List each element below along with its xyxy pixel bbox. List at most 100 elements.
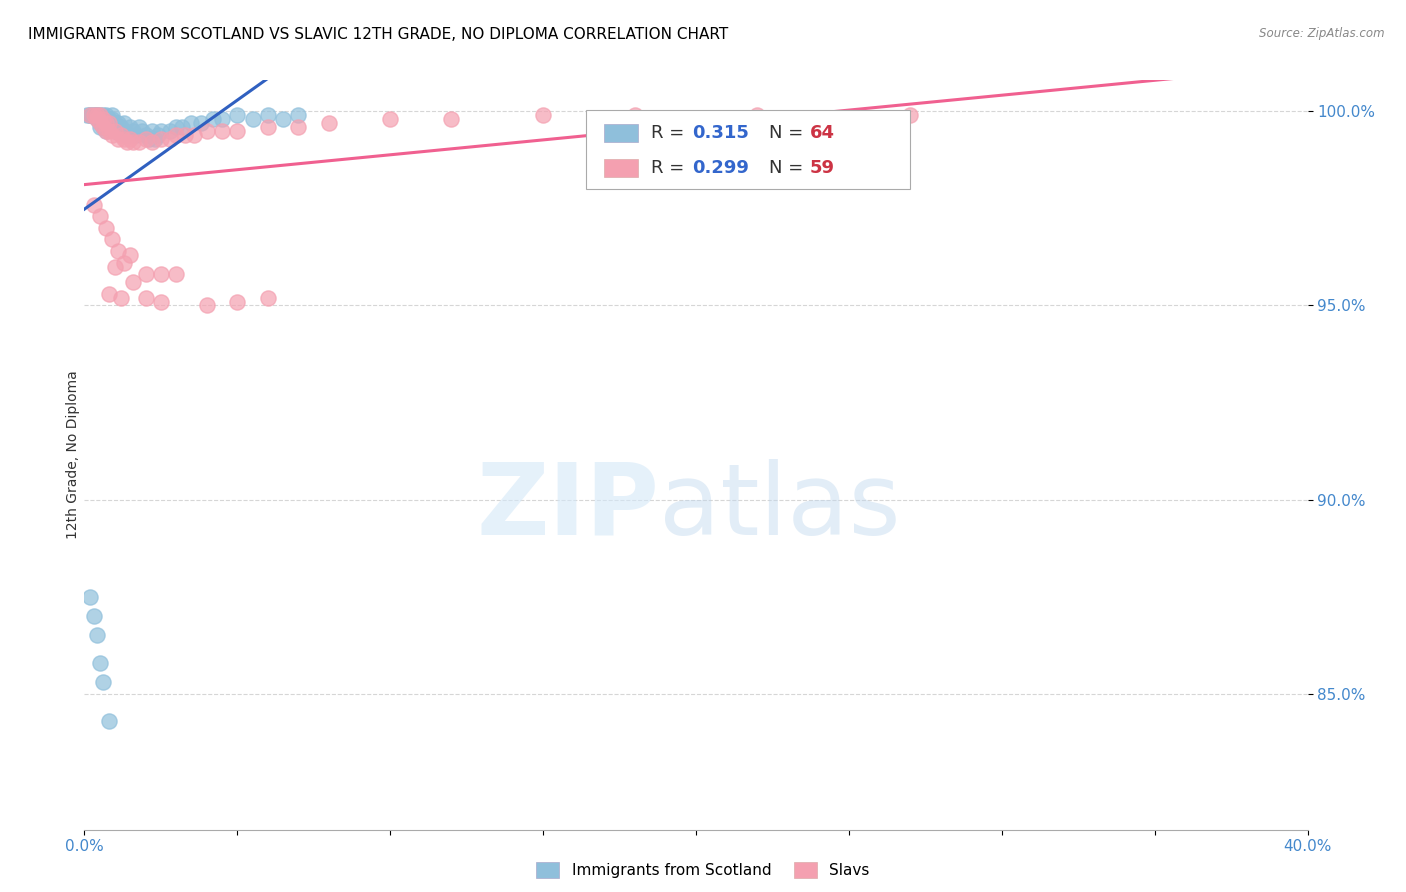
Point: [195, 298, 218, 312]
Point: [271, 112, 294, 127]
Point: [174, 128, 197, 142]
Point: [165, 120, 187, 134]
Point: [226, 108, 249, 122]
Point: [120, 120, 142, 134]
Point: [89, 209, 111, 223]
Point: [94, 116, 117, 130]
Point: [94, 220, 117, 235]
Point: [89, 116, 111, 130]
Point: [201, 112, 224, 127]
Point: [97, 714, 120, 728]
Point: [159, 124, 181, 138]
Point: [83, 108, 105, 122]
Point: [138, 131, 160, 145]
Point: [440, 112, 463, 127]
Point: [91, 108, 114, 122]
Point: [101, 108, 124, 122]
Point: [97, 124, 120, 138]
Point: [97, 286, 120, 301]
Point: [115, 136, 138, 150]
Point: [101, 232, 124, 246]
Point: [79, 108, 101, 122]
Point: [120, 131, 142, 145]
Point: [287, 108, 309, 122]
Point: [165, 128, 187, 142]
Point: [86, 112, 108, 127]
Point: [135, 268, 157, 282]
Point: [83, 108, 105, 122]
Point: [120, 248, 142, 262]
Point: [195, 124, 218, 138]
Point: [104, 116, 127, 130]
Point: [135, 128, 157, 142]
Point: [94, 116, 117, 130]
Point: [624, 108, 647, 122]
Text: IMMIGRANTS FROM SCOTLAND VS SLAVIC 12TH GRADE, NO DIPLOMA CORRELATION CHART: IMMIGRANTS FROM SCOTLAND VS SLAVIC 12TH …: [28, 27, 728, 42]
Point: [91, 120, 114, 134]
Point: [183, 128, 205, 142]
Text: atlas: atlas: [659, 458, 901, 556]
Point: [86, 628, 108, 642]
Point: [94, 108, 117, 122]
Point: [89, 116, 111, 130]
Point: [110, 124, 132, 138]
Point: [122, 275, 145, 289]
Point: [135, 131, 157, 145]
Point: [318, 116, 340, 130]
FancyBboxPatch shape: [586, 111, 910, 189]
Point: [91, 675, 114, 690]
Point: [128, 136, 150, 150]
Point: [86, 108, 108, 122]
Point: [112, 124, 135, 138]
Point: [131, 124, 153, 138]
Point: [79, 108, 101, 122]
Point: [107, 131, 129, 145]
Point: [257, 291, 280, 305]
Point: [94, 112, 117, 127]
Text: N =: N =: [769, 124, 810, 142]
Text: R =: R =: [651, 159, 690, 177]
Text: 59: 59: [810, 159, 835, 177]
Point: [101, 120, 124, 134]
Text: N =: N =: [769, 159, 810, 177]
Point: [141, 136, 163, 150]
Text: 0.315: 0.315: [692, 124, 749, 142]
Point: [107, 120, 129, 134]
Text: ZIP: ZIP: [477, 458, 659, 556]
Point: [112, 116, 135, 130]
Point: [76, 108, 98, 122]
Point: [165, 268, 187, 282]
Point: [101, 112, 124, 127]
Text: R =: R =: [651, 124, 690, 142]
Point: [86, 112, 108, 127]
Point: [83, 197, 105, 211]
Point: [110, 291, 132, 305]
Point: [149, 294, 172, 309]
Point: [211, 124, 233, 138]
Text: 64: 64: [810, 124, 835, 142]
Point: [122, 136, 145, 150]
Point: [94, 124, 117, 138]
Point: [97, 120, 120, 134]
Point: [115, 128, 138, 142]
Point: [112, 131, 135, 145]
Point: [86, 108, 108, 122]
Point: [89, 656, 111, 670]
Point: [149, 131, 172, 145]
Text: 0.299: 0.299: [692, 159, 749, 177]
Point: [91, 112, 114, 127]
Point: [226, 294, 249, 309]
Point: [110, 120, 132, 134]
Point: [143, 131, 166, 145]
Point: [104, 124, 127, 138]
Point: [86, 108, 108, 122]
Point: [135, 291, 157, 305]
Point: [104, 124, 127, 138]
Point: [747, 108, 769, 122]
Y-axis label: 12th Grade, No Diploma: 12th Grade, No Diploma: [66, 370, 80, 540]
Point: [257, 120, 280, 134]
Point: [125, 128, 148, 142]
Text: Source: ZipAtlas.com: Source: ZipAtlas.com: [1260, 27, 1385, 40]
Point: [89, 108, 111, 122]
Point: [107, 244, 129, 259]
